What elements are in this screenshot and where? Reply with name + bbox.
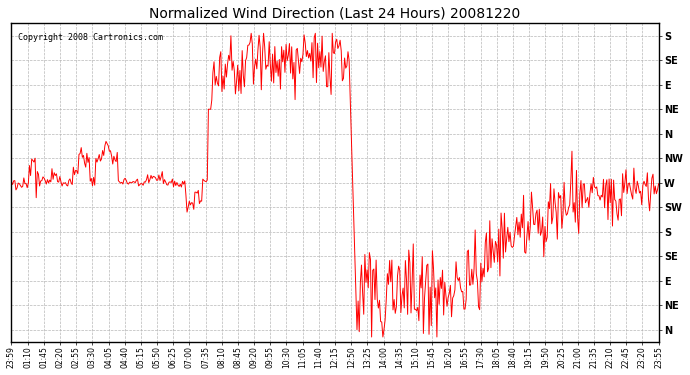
Title: Normalized Wind Direction (Last 24 Hours) 20081220: Normalized Wind Direction (Last 24 Hours… <box>150 7 521 21</box>
Text: Copyright 2008 Cartronics.com: Copyright 2008 Cartronics.com <box>18 33 163 42</box>
